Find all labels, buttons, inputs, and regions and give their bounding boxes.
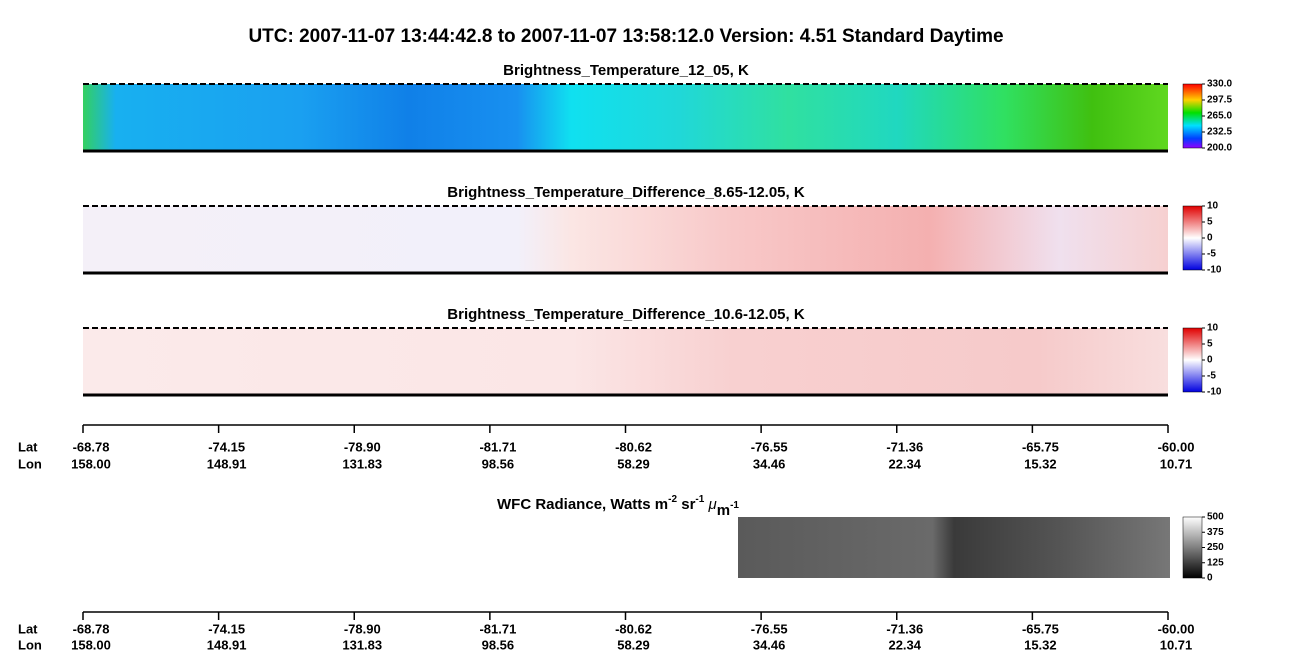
colorbar-label: 5 bbox=[1207, 339, 1213, 350]
lon-tick-label: 98.56 bbox=[482, 637, 515, 652]
lon-tick-label: 148.91 bbox=[207, 456, 247, 471]
lon-tick-label: 58.29 bbox=[617, 456, 650, 471]
colorbar-label: 5 bbox=[1207, 217, 1213, 228]
lon-tick-label: 131.83 bbox=[342, 456, 382, 471]
colorbar-label: 265.0 bbox=[1207, 111, 1232, 122]
lat-tick-label: -71.36 bbox=[886, 621, 923, 636]
title: UTC: 2007-11-07 13:44:42.8 to 2007-11-07… bbox=[248, 26, 1003, 47]
colorbar-label: 10 bbox=[1207, 323, 1219, 334]
wfc-title: WFC Radiance, Watts m-2 sr-1 μm-1 bbox=[497, 494, 739, 519]
lon-label: Lon bbox=[18, 637, 42, 652]
lat-tick-label: -74.15 bbox=[208, 621, 245, 636]
lat-tick-label: -76.55 bbox=[751, 621, 788, 636]
colorbar bbox=[1182, 327, 1203, 393]
lat-label: Lat bbox=[18, 439, 38, 454]
lon-tick-label: 158.00 bbox=[71, 456, 111, 471]
lat-tick-label: -81.71 bbox=[479, 621, 516, 636]
lat-tick-label: -81.71 bbox=[479, 439, 516, 454]
colorbar-label: 10 bbox=[1207, 201, 1219, 212]
colorbar-label: 0 bbox=[1207, 355, 1213, 366]
lon-tick-label: 148.91 bbox=[207, 637, 247, 652]
colorbar-label: 0 bbox=[1207, 573, 1213, 584]
lon-label: Lon bbox=[18, 456, 42, 471]
lat-tick-label: -78.90 bbox=[344, 439, 381, 454]
lon-tick-label: 22.34 bbox=[888, 456, 921, 471]
lon-tick-label: 22.34 bbox=[888, 637, 921, 652]
lon-tick-label: 98.56 bbox=[482, 456, 515, 471]
colorbar-label: 232.5 bbox=[1207, 127, 1232, 138]
colorbar-label: -10 bbox=[1207, 387, 1222, 398]
colorbar-label: -5 bbox=[1207, 249, 1216, 260]
lon-tick-label: 34.46 bbox=[753, 456, 786, 471]
colorbar-label: 125 bbox=[1207, 557, 1224, 568]
lat-tick-label: -68.78 bbox=[73, 439, 110, 454]
title-part: m bbox=[717, 502, 730, 519]
lat-tick-label: -68.78 bbox=[73, 621, 110, 636]
panel-title: Brightness_Temperature_Difference_10.6-1… bbox=[447, 306, 805, 323]
colorbar bbox=[1182, 205, 1203, 271]
lon-tick-label: 10.71 bbox=[1160, 456, 1193, 471]
panel-title: Brightness_Temperature_Difference_8.65-1… bbox=[447, 184, 805, 201]
title-part: -2 bbox=[668, 494, 677, 505]
lon-tick-label: 131.83 bbox=[342, 637, 382, 652]
curtain-image bbox=[83, 328, 1168, 395]
title-part: -1 bbox=[730, 500, 739, 511]
colorbar-label: 500 bbox=[1207, 512, 1224, 523]
lon-tick-label: 158.00 bbox=[71, 637, 111, 652]
lat-tick-label: -71.36 bbox=[886, 439, 923, 454]
lon-tick-label: 34.46 bbox=[753, 637, 786, 652]
lat-tick-label: -80.62 bbox=[615, 439, 652, 454]
colorbar-label: 297.5 bbox=[1207, 95, 1232, 106]
lon-tick-label: 15.32 bbox=[1024, 456, 1057, 471]
title-part: μ bbox=[708, 496, 717, 513]
colorbar bbox=[1182, 83, 1203, 149]
title-part: -1 bbox=[695, 494, 704, 505]
lon-tick-label: 58.29 bbox=[617, 637, 650, 652]
lat-tick-label: -65.75 bbox=[1022, 621, 1059, 636]
wfc-image bbox=[738, 517, 1170, 578]
lon-tick-label: 15.32 bbox=[1024, 637, 1057, 652]
colorbar-label: 250 bbox=[1207, 542, 1224, 553]
title-part: sr bbox=[677, 496, 696, 513]
lat-tick-label: -60.00 bbox=[1158, 621, 1195, 636]
colorbar-label: 375 bbox=[1207, 527, 1224, 538]
lat-tick-label: -80.62 bbox=[615, 621, 652, 636]
colorbar-label: 330.0 bbox=[1207, 79, 1232, 90]
curtain-image bbox=[83, 206, 1168, 273]
title-part: WFC Radiance, Watts m bbox=[497, 496, 668, 513]
colorbar-label: -10 bbox=[1207, 265, 1222, 276]
colorbar-label: 0 bbox=[1207, 233, 1213, 244]
colorbar-label: -5 bbox=[1207, 371, 1216, 382]
lat-label: Lat bbox=[18, 621, 38, 636]
colorbar-label: 200.0 bbox=[1207, 143, 1232, 154]
lat-tick-label: -74.15 bbox=[208, 439, 245, 454]
curtain-image bbox=[83, 84, 1168, 151]
lat-tick-label: -76.55 bbox=[751, 439, 788, 454]
lat-tick-label: -65.75 bbox=[1022, 439, 1059, 454]
colorbar bbox=[1182, 516, 1203, 579]
lat-tick-label: -60.00 bbox=[1158, 439, 1195, 454]
lon-tick-label: 10.71 bbox=[1160, 637, 1193, 652]
lat-tick-label: -78.90 bbox=[344, 621, 381, 636]
panel-title: Brightness_Temperature_12_05, K bbox=[503, 62, 749, 79]
